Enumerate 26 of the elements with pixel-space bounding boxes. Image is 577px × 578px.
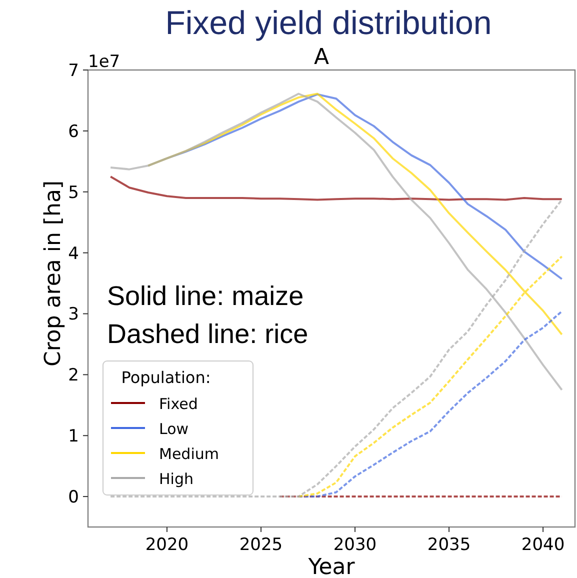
y-axis-title: Crop area in [ha] xyxy=(41,180,66,367)
legend-label: Low xyxy=(159,420,189,438)
legend-title: Population: xyxy=(121,368,211,387)
x-tick-label: 2030 xyxy=(333,535,377,555)
x-axis-title: Year xyxy=(307,555,356,578)
legend-label: High xyxy=(159,470,194,488)
y-tick-label: 4 xyxy=(68,244,79,264)
x-tick-label: 2025 xyxy=(239,535,283,555)
annotation: 1e7 xyxy=(88,52,120,72)
y-tick-label: 7 xyxy=(68,61,79,81)
legend-label: Medium xyxy=(159,445,219,463)
x-tick-label: 2040 xyxy=(521,535,565,555)
y-tick-label: 5 xyxy=(68,182,79,203)
x-tick-label: 2035 xyxy=(427,535,471,555)
y-tick-label: 2 xyxy=(68,366,79,386)
annotation: Dashed line: rice xyxy=(107,319,308,349)
legend-label: Fixed xyxy=(159,395,198,413)
y-tick-label: 0 xyxy=(68,488,79,508)
y-tick-label: 1 xyxy=(68,426,79,447)
chart-title: Fixed yield distribution xyxy=(165,4,492,41)
chart-subtitle: A xyxy=(314,45,330,70)
y-tick-label: 3 xyxy=(68,304,79,325)
y-tick-label: 6 xyxy=(68,122,79,142)
x-tick-label: 2020 xyxy=(145,535,189,555)
line-series xyxy=(110,176,563,201)
annotation: Solid line: maize xyxy=(107,281,304,311)
